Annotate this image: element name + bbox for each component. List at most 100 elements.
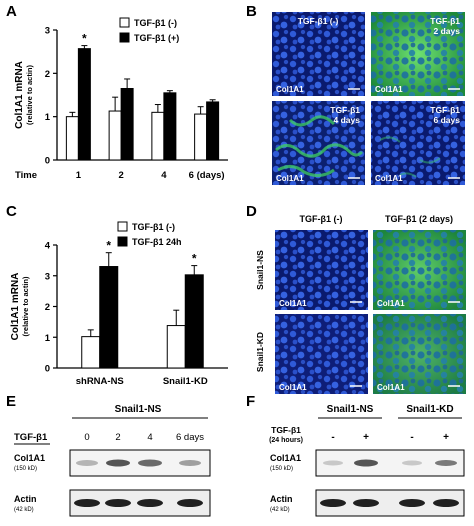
f-group-2: Snail1-KD	[406, 404, 453, 415]
chart-c-bar-1-1	[184, 274, 204, 369]
chart-c-legend-swatch-0	[117, 221, 128, 232]
chart-a-y-tick-label: 2	[45, 69, 50, 80]
f-condition-label2: (24 hours)	[269, 437, 303, 444]
f-blot1-size: (150 kD)	[270, 466, 293, 472]
f-lane-2: +	[363, 432, 369, 443]
micrograph-d2: Col1A1	[373, 230, 466, 310]
e-condition-label: TGF-β1	[14, 432, 48, 443]
panel-label-c: C	[6, 203, 17, 220]
chart-a-legend-swatch-0	[119, 17, 130, 28]
e-lane-4: 6 days	[176, 432, 204, 443]
panel-label-e: E	[6, 393, 16, 410]
chart-c-legend-label-1: TGF-β1 24h	[132, 237, 182, 247]
e-blot1-band-2	[106, 459, 130, 467]
d1-stain: Col1A1	[279, 299, 307, 308]
f-blot2-band-2	[353, 499, 379, 507]
chart-a-significance-0: *	[82, 32, 87, 46]
f-blot1-band-1	[323, 460, 343, 466]
f-blot2-band-3	[399, 499, 425, 507]
panel-label-a: A	[6, 3, 17, 20]
d3-stain: Col1A1	[279, 383, 307, 392]
chart-c-legend-label-0: TGF-β1 (-)	[132, 222, 175, 232]
b4-condition2: 6 days	[434, 115, 461, 125]
micrograph-b2: TGF-β1 2 days Col1A1	[371, 12, 465, 96]
chart-a-category-label-1: 2	[118, 170, 123, 181]
d2-stain: Col1A1	[377, 299, 405, 308]
panel-f-blot: Snail1-NS Snail1-KD TGF-β1 (24 hours) - …	[269, 404, 465, 517]
f-group-1: Snail1-NS	[327, 404, 374, 415]
d-col-header-2: TGF-β1 (2 days)	[385, 214, 453, 224]
panel-d-micrographs: TGF-β1 (-) TGF-β1 (2 days) Snail1-NS Sna…	[255, 214, 466, 394]
panel-b-micrographs: TGF-β1 (-) Col1A1 TGF-β1 2 days Col1A1 T…	[272, 12, 465, 185]
chart-a-y-axis-subtitle: (relative to actin)	[25, 64, 34, 125]
e-lane-3: 4	[147, 432, 152, 443]
chart-c-bar-0-0	[81, 336, 101, 369]
chart-a-category-label-3: 6 (days)	[189, 170, 225, 181]
chart-c-y-tick-label: 1	[45, 333, 51, 344]
chart-a-category-label-2: 4	[161, 170, 167, 181]
b4-stain: Col1A1	[375, 174, 403, 183]
b2-condition2: 2 days	[434, 26, 461, 36]
e-lane-1: 0	[84, 432, 89, 443]
micrograph-b4: TGF-β1 6 days Col1A1	[371, 101, 465, 185]
chart-a-legend-swatch-1	[119, 32, 130, 43]
chart-c-legend-swatch-1	[117, 236, 128, 247]
e-blot2-band-2	[105, 499, 131, 507]
b2-condition: TGF-β1	[430, 16, 460, 26]
chart-a-y-tick-label: 3	[45, 26, 50, 37]
e-blot2-size: (42 kD)	[14, 507, 34, 513]
chart-c-y-axis-title: Col1A1 mRNA	[10, 273, 21, 341]
micrograph-d4: Col1A1	[373, 314, 466, 394]
chart-c-bar-1-0	[99, 266, 119, 369]
b1-condition: TGF-β1 (-)	[298, 16, 339, 26]
chart-a-bar-0-0	[65, 116, 79, 161]
e-blot2-label: Actin	[14, 494, 37, 504]
chart-a-bar-1-2	[163, 92, 177, 161]
chart-a-category-label-0: 1	[76, 170, 82, 181]
chart-c-y-tick-label: 2	[45, 302, 50, 313]
e-blot1-band-4	[179, 460, 201, 466]
b3-condition: TGF-β1	[330, 105, 360, 115]
chart-a-bar-1-0	[77, 48, 91, 161]
chart-a-bar-1-1	[120, 88, 134, 161]
f-blot1-band-4	[435, 460, 457, 466]
chart-c-significance-0: *	[106, 239, 111, 253]
f-condition-label: TGF-β1	[271, 425, 301, 435]
e-blot1-size: (150 kD)	[14, 466, 37, 472]
chart-a-bar-1-3	[206, 101, 220, 161]
panel-e-blot: Snail1-NS TGF-β1 0 2 4 6 days Col1A1 (15…	[14, 404, 211, 517]
chart-c-y-axis-subtitle: (relative to actin)	[21, 276, 30, 337]
chart-a-legend-label-1: TGF-β1 (+)	[134, 33, 179, 43]
e-lane-2: 2	[115, 432, 120, 443]
f-lane-3: -	[410, 432, 413, 443]
e-blot2-band-4	[177, 499, 203, 507]
chart-c-bar-0-1	[166, 325, 186, 369]
chart-a-x-axis-title: Time	[15, 170, 37, 181]
panel-label-d: D	[246, 203, 257, 220]
f-lane-1: -	[331, 432, 334, 443]
b3-condition2: 4 days	[334, 115, 361, 125]
chart-c-y-tick-label: 4	[45, 241, 51, 252]
micrograph-d3: Col1A1	[275, 314, 368, 394]
chart-a: 0 1 2 3 Col1A1 mRNA (relative to actin) * 1 2 4 6 …	[14, 17, 228, 181]
micrograph-d1: Col1A1	[275, 230, 368, 310]
chart-c: 0 1 2 3 4 Col1A1 mRNA (relative to actin) * shRN…	[10, 221, 228, 387]
f-lane-4: +	[443, 432, 449, 443]
chart-a-bar-0-2	[151, 111, 165, 161]
e-blot2-band-3	[137, 499, 163, 507]
chart-a-y-axis-title: Col1A1 mRNA	[14, 61, 25, 129]
micrograph-b3: TGF-β1 4 days Col1A1	[272, 101, 365, 185]
panel-label-f: F	[246, 393, 255, 410]
e-blot1-band-3	[138, 459, 162, 467]
d-row-label-1: Snail1-NS	[255, 250, 265, 290]
chart-a-legend-label-0: TGF-β1 (-)	[134, 18, 177, 28]
b4-condition: TGF-β1	[430, 105, 460, 115]
f-blot1-label: Col1A1	[270, 453, 301, 463]
chart-a-bar-0-1	[108, 110, 122, 161]
b1-stain: Col1A1	[276, 85, 304, 94]
d4-stain: Col1A1	[377, 383, 405, 392]
d-col-header-1: TGF-β1 (-)	[300, 214, 343, 224]
chart-a-y-tick-label: 0	[45, 156, 50, 167]
chart-a-bar-0-3	[194, 113, 208, 161]
